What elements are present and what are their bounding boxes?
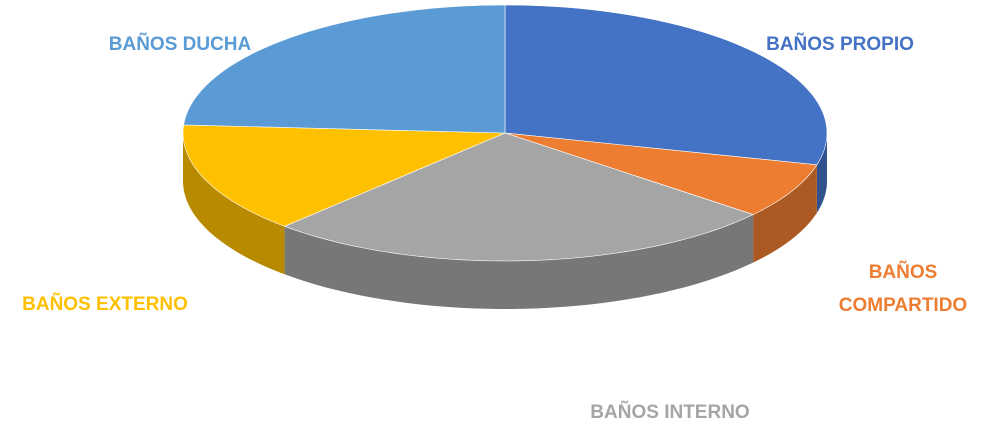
slice-label: BAÑOS INTERNO [590,402,750,423]
slice-side [183,133,285,275]
slice [283,132,754,262]
slice-label: BAÑOS DUCHA [108,34,252,55]
slice [504,132,818,215]
slice-label: BAÑOS EXTERNO [22,294,188,315]
slice-label: BAÑOS COMPARTIDO [838,262,968,316]
slice-side [753,164,817,263]
slice-label: BAÑOS PROPIO [766,34,914,55]
slice [182,124,506,227]
slice [183,4,506,134]
slice [504,4,828,166]
slice-side [816,133,827,213]
slice-side [284,214,754,309]
